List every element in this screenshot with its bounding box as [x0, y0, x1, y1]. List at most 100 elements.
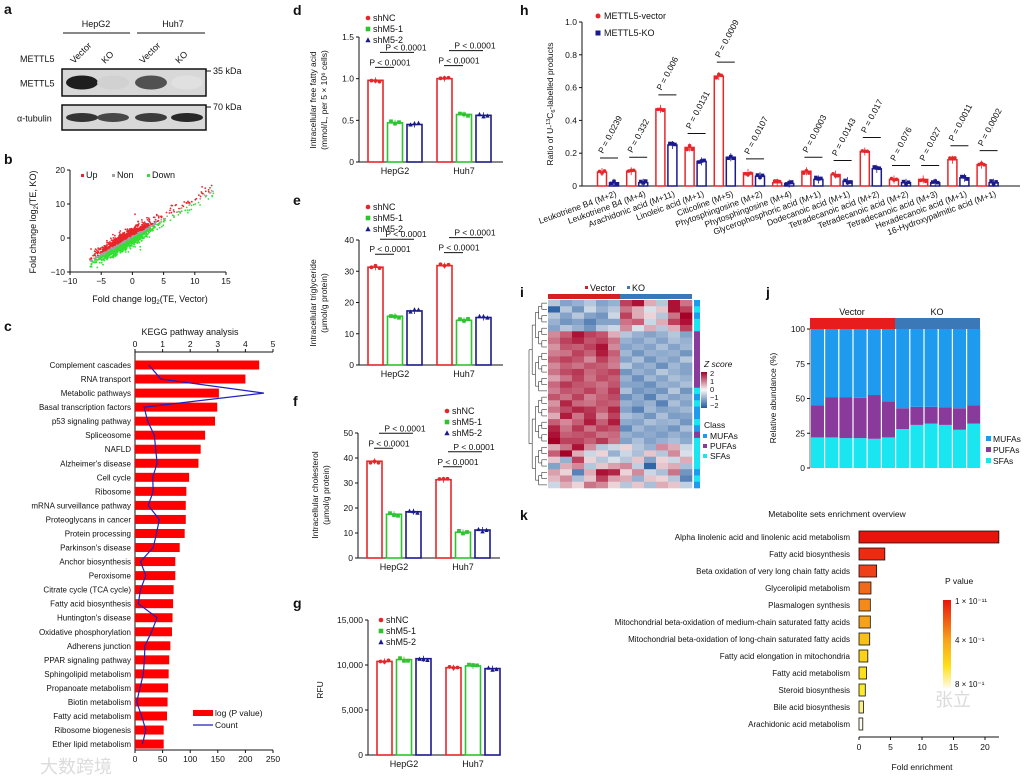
scatter-point — [133, 233, 136, 235]
bar-shM5-2 — [405, 510, 422, 559]
scatter-point — [127, 237, 130, 240]
top-tick-label: 3 — [215, 339, 220, 349]
scatter-point — [160, 218, 163, 221]
scatter-point — [111, 256, 113, 259]
heatmap-cell — [620, 481, 633, 489]
zscore-tick: 1 — [710, 377, 714, 386]
heatmap-cell — [596, 394, 609, 401]
y-axis-label: Ratio of U-13C6-labelled products — [545, 42, 557, 165]
data-point-circle — [437, 477, 442, 481]
heatmap-cell — [596, 469, 609, 476]
data-point-square — [465, 530, 469, 534]
category-label: Huntington's disease — [57, 614, 132, 623]
heatmap-cell — [608, 450, 621, 457]
heatmap-cell — [632, 300, 645, 307]
scatter-point — [109, 241, 112, 244]
category-label: Mitochondrial beta-oxidation of medium-c… — [615, 618, 850, 627]
class-legend-title: Class — [704, 420, 725, 430]
heatmap-cell — [596, 456, 609, 464]
data-point-square — [787, 180, 791, 185]
watermark-logo-text: 张立 — [935, 690, 971, 710]
heatmap-cell — [668, 425, 681, 432]
data-point-triangle — [486, 665, 491, 670]
heatmap-cell — [668, 331, 681, 338]
category-label: NAFLD — [105, 445, 131, 454]
heatmap-cell — [680, 318, 693, 326]
heatmap-cell — [680, 419, 693, 426]
heatmap-cell — [620, 343, 633, 351]
scatter-point — [204, 190, 207, 193]
pvalue-legend-label: 1 × 10⁻¹¹ — [955, 597, 987, 606]
x-category-label: HepG2 — [390, 759, 419, 769]
heatmap-cell — [560, 412, 573, 420]
heatmap-cell — [560, 387, 573, 395]
data-point-circle — [369, 265, 374, 270]
heatmap-cell — [548, 312, 561, 320]
heatmap-cell — [584, 325, 597, 332]
heatmap-cell — [596, 312, 609, 320]
heatmap-cell — [608, 437, 621, 445]
heatmap-cell — [608, 381, 621, 389]
scatter-point — [160, 225, 163, 228]
p-value-label: P < 0.0001 — [369, 57, 410, 67]
x-category-label: Huh7 — [453, 166, 475, 176]
legend-label: Vector — [590, 283, 616, 293]
data-point-square — [471, 663, 475, 668]
bar-shM5-1 — [395, 658, 413, 756]
scatter-point — [138, 241, 141, 244]
heatmap-cell — [584, 406, 597, 414]
data-point-square — [697, 160, 701, 164]
heatmap-cell — [656, 300, 669, 307]
data-point-circle — [373, 79, 378, 83]
scatter-point — [156, 228, 159, 231]
bar-shM5-2 — [406, 310, 423, 366]
bar-log-p — [135, 500, 186, 510]
scatter-point — [90, 258, 93, 260]
scatter-point — [101, 246, 104, 249]
heatmap-cell — [668, 362, 681, 370]
heatmap-cell — [644, 318, 657, 326]
scatter-point — [107, 252, 110, 255]
y-tick-label: 30 — [345, 266, 355, 276]
category-label: Basal transcription factors — [39, 403, 131, 412]
scatter-point — [126, 240, 128, 243]
scatter-point — [93, 257, 95, 260]
scatter-point — [153, 220, 156, 223]
p-value-label: P < 0.0001 — [369, 244, 410, 254]
stacked-segment-SFAs — [967, 423, 981, 468]
stacked-segment-PUFAs — [967, 405, 981, 424]
heatmap-cell — [680, 387, 693, 395]
scatter-point — [105, 254, 107, 257]
y-tick-label: −10 — [51, 267, 66, 277]
scatter-point — [145, 230, 148, 233]
data-point-circle — [807, 171, 811, 175]
heatmap-cell — [644, 306, 657, 313]
heatmap-cell — [668, 350, 681, 357]
data-point-circle — [748, 171, 753, 175]
heatmap-cell — [584, 469, 597, 476]
y-tick-label: 10 — [56, 199, 66, 209]
data-point-circle — [445, 476, 450, 481]
class-annotation-cell — [694, 356, 700, 363]
data-point-triangle — [481, 313, 486, 319]
scatter-point — [111, 248, 114, 251]
heatmap-cell — [608, 325, 621, 332]
text-span: 13 — [546, 119, 552, 125]
data-point-circle — [690, 147, 694, 152]
category-label: p53 signaling pathway — [52, 417, 131, 426]
class-annotation-cell — [694, 387, 700, 395]
legend-label: shNC — [386, 615, 409, 625]
data-point-triangle — [408, 122, 413, 127]
heatmap-cell — [596, 481, 609, 489]
stacked-segment-SFAs — [924, 423, 938, 468]
data-point-triangle — [485, 113, 490, 118]
data-point-circle — [661, 108, 665, 113]
heatmap-cell — [560, 343, 573, 351]
heatmap-cell — [620, 325, 633, 332]
y-tick-label: 1.0 — [342, 74, 354, 84]
y-tick-label: 10 — [345, 329, 355, 339]
data-point-circle — [714, 76, 719, 80]
scatter-point — [139, 231, 142, 234]
data-point-circle — [865, 149, 870, 154]
heatmap-cell — [596, 444, 609, 451]
